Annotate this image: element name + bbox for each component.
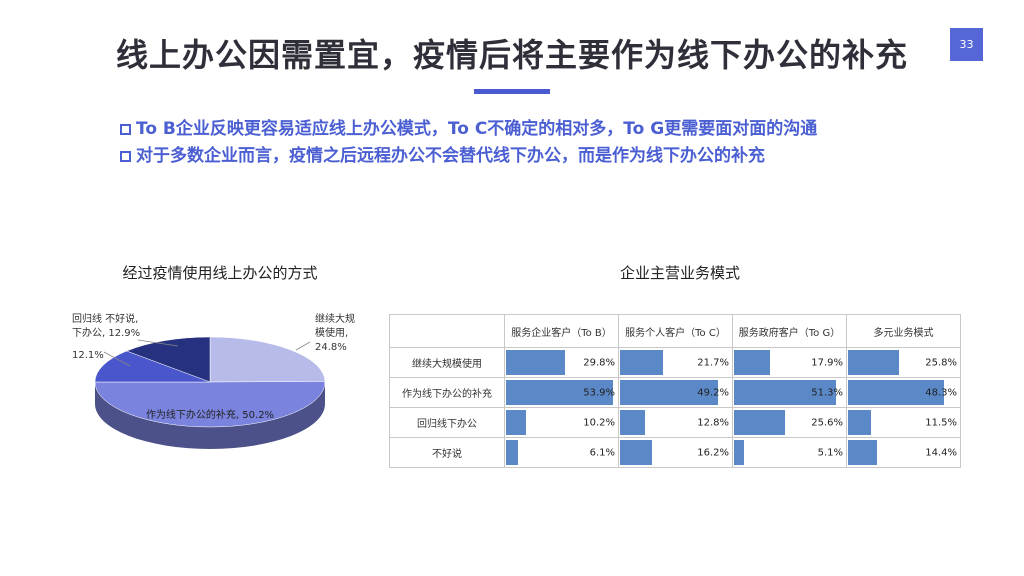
table-row: 不好说 6.1% 16.2% 5.1% 14.4% xyxy=(389,437,961,468)
data-bar xyxy=(848,350,900,375)
data-label: 16.2% xyxy=(697,447,729,458)
column-header: 服务政府客户（To G） xyxy=(732,314,847,348)
data-cell: 48.3% xyxy=(846,377,961,408)
data-cell: 10.2% xyxy=(504,407,619,438)
data-bar xyxy=(734,350,770,375)
data-bar xyxy=(620,350,663,375)
data-bar xyxy=(848,440,877,465)
pie-chart-title: 经过疫情使用线上办公的方式 xyxy=(122,264,318,282)
row-label: 作为线下办公的补充 xyxy=(389,377,505,408)
table-chart-title: 企业主营业务模式 xyxy=(619,264,740,282)
data-bar xyxy=(506,380,613,405)
data-label: 12.8% xyxy=(697,417,729,428)
pie-chart: 继续大规模使用, 24.8% 作为线下办公的补充, 50.2% 12.1% 回归线 不好… xyxy=(72,312,355,449)
bullet-list: To B企业反映更容易适应线上办公模式，To C不确定的相对多，To G更需要面… xyxy=(118,116,817,170)
data-cell: 25.6% xyxy=(732,407,847,438)
data-bar xyxy=(734,380,836,405)
pie-leader-line xyxy=(295,341,311,351)
data-cell: 17.9% xyxy=(732,347,847,378)
table-row: 继续大规模使用 29.8% 21.7% 17.9% 25.8% xyxy=(389,347,961,378)
data-bar xyxy=(734,440,745,465)
data-bar xyxy=(620,440,653,465)
data-bar xyxy=(620,380,718,405)
data-label: 25.6% xyxy=(811,417,843,428)
column-header: 服务个人客户（To C） xyxy=(618,314,733,348)
bullet-item: To B企业反映更容易适应线上办公模式，To C不确定的相对多，To G更需要面… xyxy=(118,116,817,143)
table-header-row: 服务企业客户（To B） 服务个人客户（To C） 服务政府客户（To G） 多… xyxy=(389,314,961,348)
table-corner-cell xyxy=(389,314,505,348)
data-cell: 11.5% xyxy=(846,407,961,438)
table-row: 回归线下办公 10.2% 12.8% 25.6% 11.5% xyxy=(389,407,961,438)
data-cell: 5.1% xyxy=(732,437,847,468)
pie-leader-line xyxy=(137,339,179,347)
data-label: 10.2% xyxy=(583,417,615,428)
data-cell: 16.2% xyxy=(618,437,733,468)
data-bar xyxy=(848,410,871,435)
pie-slice-label: 24.8% xyxy=(315,342,347,353)
data-cell: 29.8% xyxy=(504,347,619,378)
table-row: 作为线下办公的补充 53.9% 49.2% 51.3% 48.3% xyxy=(389,377,961,408)
data-cell: 51.3% xyxy=(732,377,847,408)
page-number-badge: 33 xyxy=(950,28,983,61)
data-bar xyxy=(620,410,646,435)
bullet-text: 对于多数企业而言，疫情之后远程办公不会替代线下办公，而是作为线下办公的补充 xyxy=(136,146,765,166)
pie-slice-label: 作为线下办公的补充, 50.2% xyxy=(146,408,274,421)
data-bar xyxy=(506,440,519,465)
data-label: 14.4% xyxy=(925,447,957,458)
pie-slice-label: 12.1% xyxy=(72,350,104,361)
pie-slice-label: 下办公, 12.9% xyxy=(72,326,140,339)
bullet-text: To B企业反映更容易适应线上办公模式，To C不确定的相对多，To G更需要面… xyxy=(136,119,818,139)
pie-slice-label: 模使用, xyxy=(315,326,348,339)
data-label: 17.9% xyxy=(811,357,843,368)
data-cell: 14.4% xyxy=(846,437,961,468)
data-label: 51.3% xyxy=(811,387,843,398)
pie-slice xyxy=(209,336,326,383)
data-label: 6.1% xyxy=(589,447,615,458)
column-header: 服务企业客户（To B） xyxy=(504,314,619,348)
pie-slice-label: 回归线 不好说, xyxy=(72,312,138,325)
title-underline xyxy=(474,89,550,94)
data-cell: 6.1% xyxy=(504,437,619,468)
pie-slice xyxy=(125,336,211,383)
column-header: 多元业务模式 xyxy=(846,314,961,348)
data-label: 48.3% xyxy=(925,387,957,398)
data-cell: 49.2% xyxy=(618,377,733,408)
data-label: 25.8% xyxy=(925,357,957,368)
data-cell: 53.9% xyxy=(504,377,619,408)
checkbox-bullet-icon xyxy=(120,124,131,135)
data-label: 5.1% xyxy=(817,447,843,458)
slide-title: 线上办公因需置宜，疫情后将主要作为线下办公的补充 xyxy=(115,36,908,74)
data-label: 11.5% xyxy=(925,417,957,428)
row-label: 回归线下办公 xyxy=(389,407,505,438)
data-cell: 21.7% xyxy=(618,347,733,378)
data-table: 服务企业客户（To B） 服务个人客户（To C） 服务政府客户（To G） 多… xyxy=(389,314,961,468)
data-bar xyxy=(848,380,944,405)
data-bar xyxy=(506,410,527,435)
data-label: 49.2% xyxy=(697,387,729,398)
checkbox-bullet-icon xyxy=(120,151,131,162)
data-bar xyxy=(506,350,566,375)
pie-slice-label: 继续大规 xyxy=(315,312,355,325)
data-label: 21.7% xyxy=(697,357,729,368)
data-cell: 12.8% xyxy=(618,407,733,438)
row-label: 继续大规模使用 xyxy=(389,347,505,378)
data-cell: 25.8% xyxy=(846,347,961,378)
data-label: 29.8% xyxy=(583,357,615,368)
pie-slice-side xyxy=(95,382,325,449)
data-label: 53.9% xyxy=(583,387,615,398)
pie-slice xyxy=(94,350,211,383)
data-bar xyxy=(734,410,785,435)
bullet-item: 对于多数企业而言，疫情之后远程办公不会替代线下办公，而是作为线下办公的补充 xyxy=(118,143,817,170)
pie-slice xyxy=(94,381,326,428)
pie-leader-line xyxy=(103,351,131,367)
row-label: 不好说 xyxy=(389,437,505,468)
